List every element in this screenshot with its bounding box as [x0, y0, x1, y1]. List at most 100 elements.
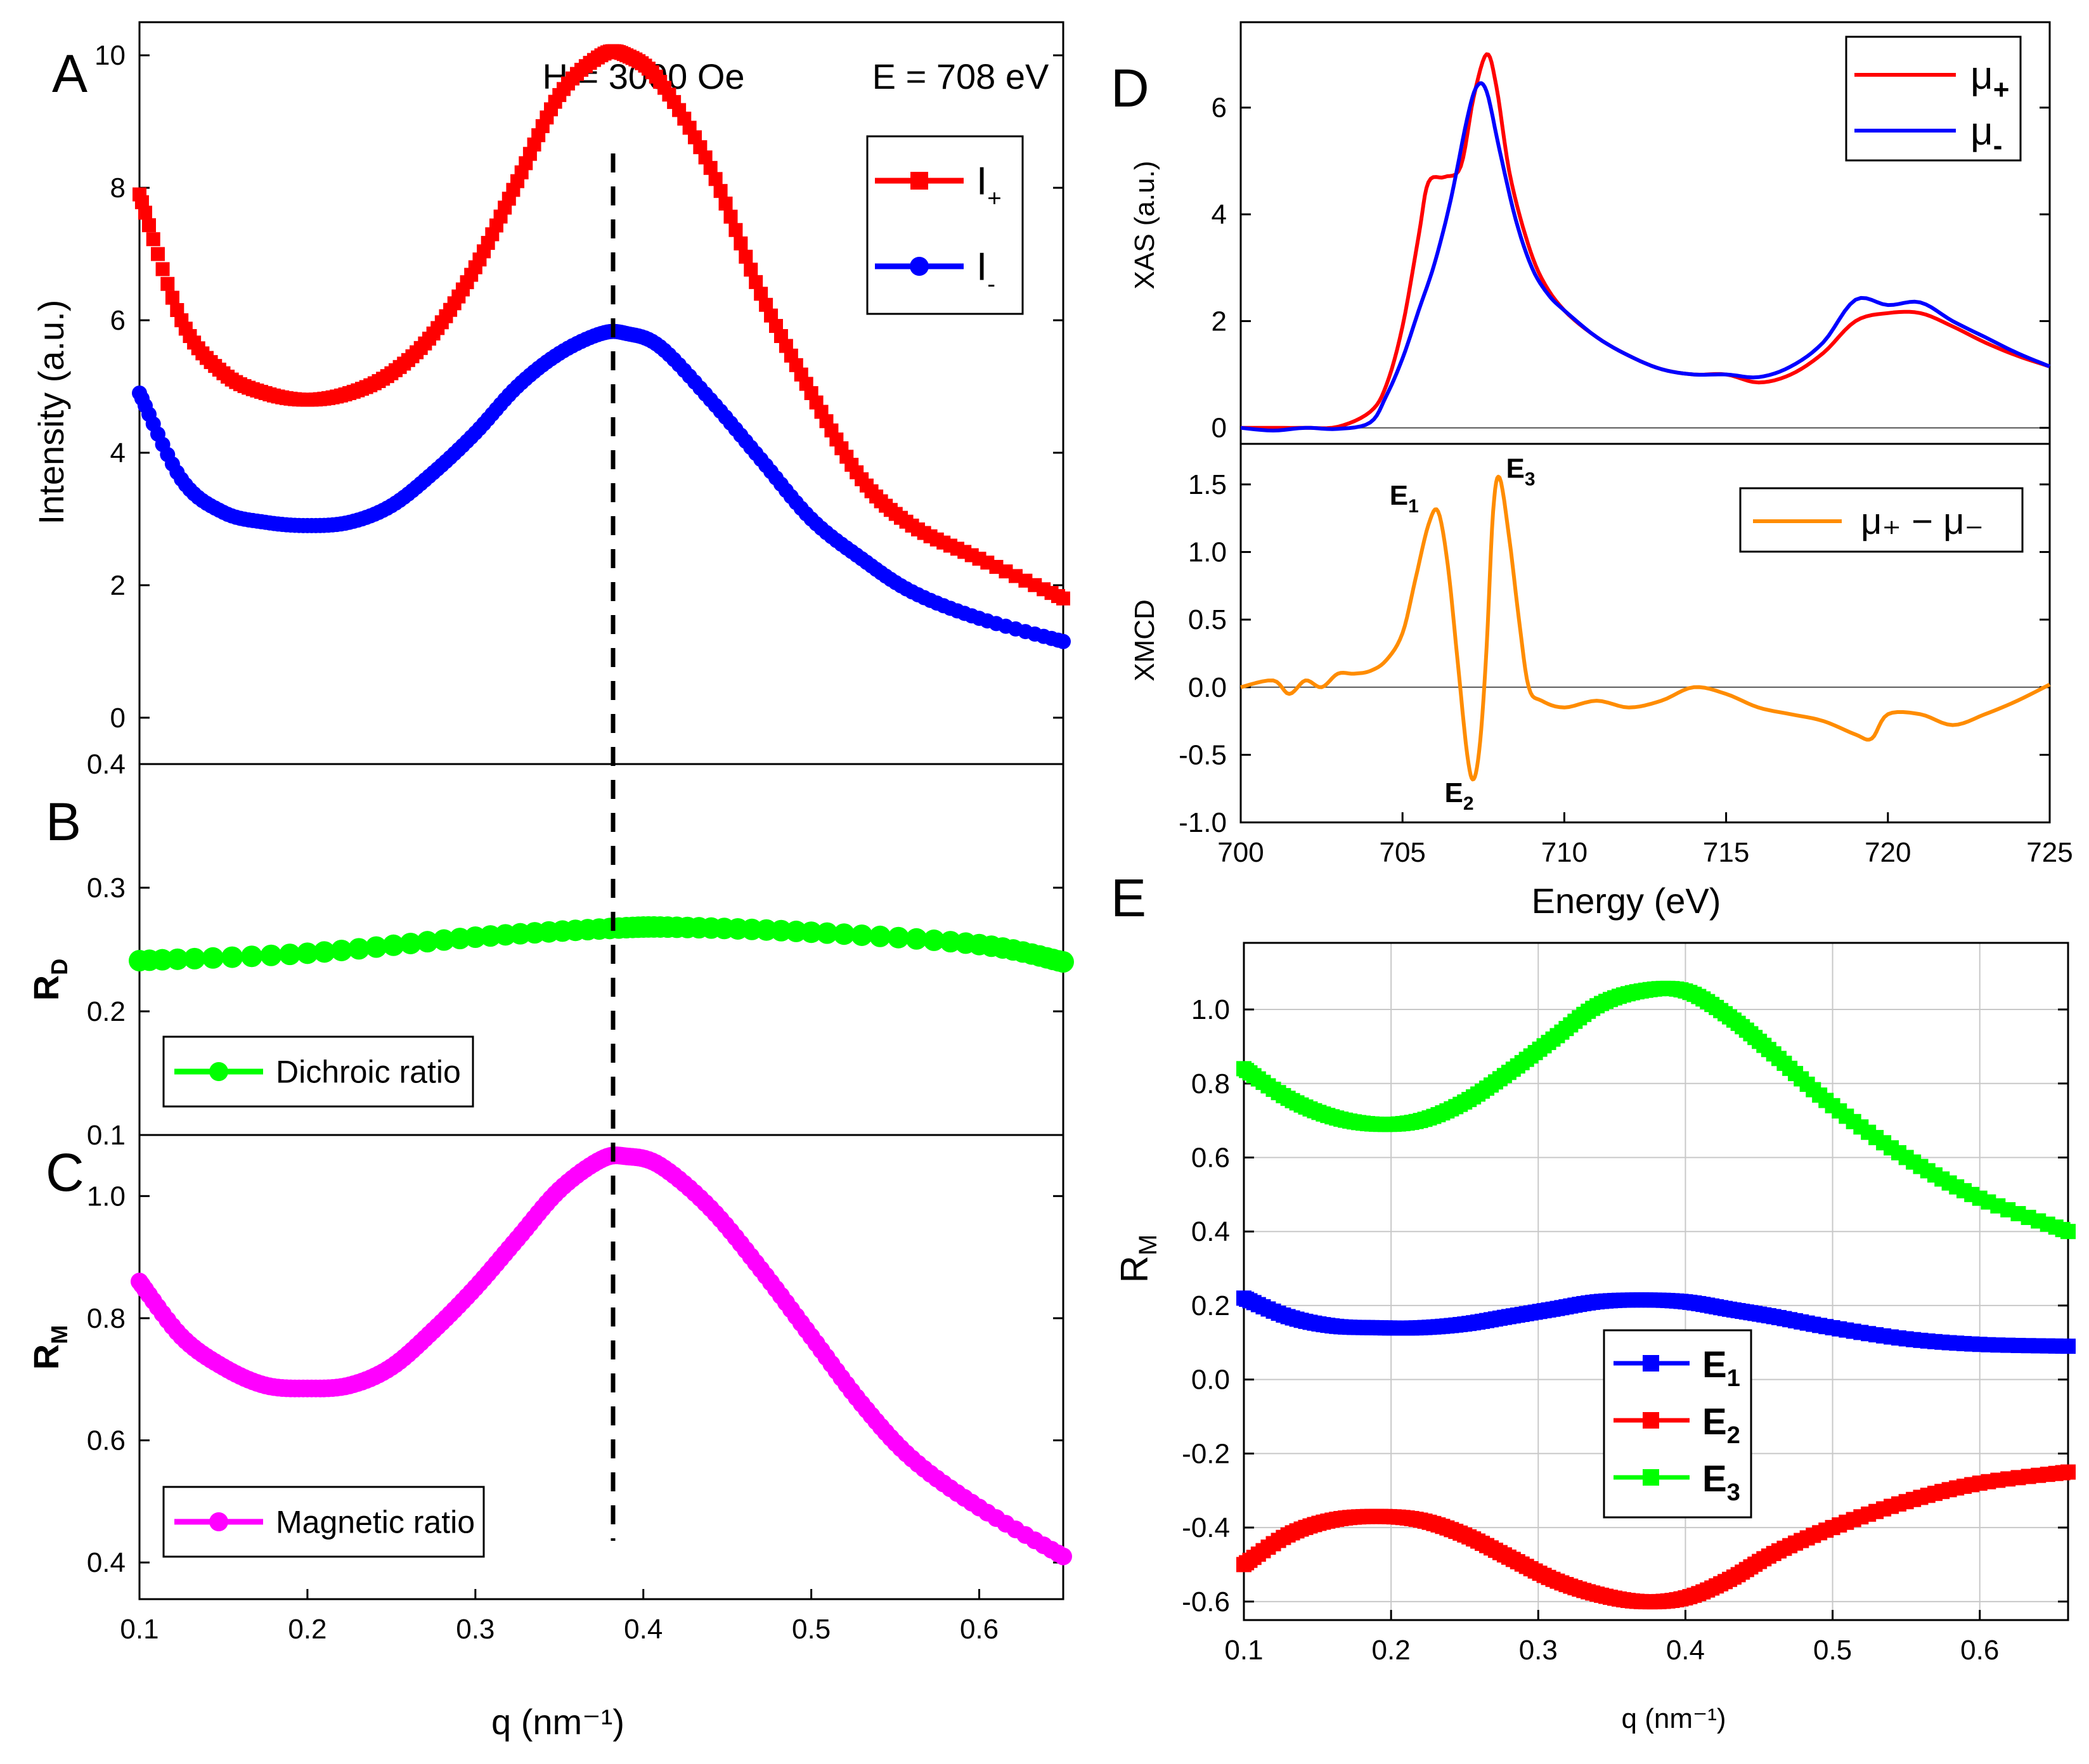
- y-tick-label: 8: [110, 172, 126, 204]
- series-mu-plus: [1241, 52, 2050, 431]
- y-tick-label: 2: [110, 570, 126, 601]
- legend-b-dichroic-label: Dichroic ratio: [276, 1054, 461, 1090]
- y-tick-label: 4: [1212, 199, 1227, 230]
- data-point: [449, 928, 471, 950]
- y-tick-label: 0.2: [1191, 1290, 1230, 1321]
- data-point: [759, 297, 773, 312]
- data-point: [723, 209, 738, 224]
- series-i-plus: [133, 44, 1070, 606]
- legend-c-magnetic-label: Magnetic ratio: [276, 1505, 475, 1540]
- legend-e-item-3: E3: [1614, 1458, 1740, 1506]
- legend-d-top-item: μ-: [1854, 110, 2002, 161]
- panel-label-d: D: [1111, 58, 1149, 118]
- data-point: [749, 275, 763, 289]
- legend-d-top-label-main: μ: [1970, 110, 1993, 153]
- data-point: [142, 218, 157, 233]
- data-point: [241, 945, 263, 968]
- y-tick-label: 0.0: [1191, 1365, 1230, 1396]
- x-tick-label: 0.6: [1960, 1635, 1999, 1666]
- data-point: [167, 948, 189, 970]
- x-tick-label: 0.1: [120, 1614, 158, 1645]
- svg-text:RM: RM: [26, 1325, 72, 1370]
- y-tick-label: 10: [94, 40, 126, 71]
- ylabel-d-bottom: XMCD: [1129, 599, 1160, 682]
- legend-d-top: [1845, 36, 2022, 162]
- ylabel-b-main: R: [26, 975, 66, 1001]
- data-point: [150, 247, 165, 261]
- legend-b-dichroic-label-main: Dichroic ratio: [276, 1054, 461, 1090]
- legend-e-item-1: E1: [1614, 1344, 1740, 1392]
- y-tick-label: -0.5: [1179, 739, 1227, 770]
- y-tick-label: 6: [1212, 93, 1227, 124]
- y-tick-label: 0.8: [87, 1303, 126, 1334]
- y-tick-label: 0.4: [87, 749, 126, 780]
- y-tick-label: 0.2: [87, 996, 126, 1027]
- legend-c-magnetic: Magnetic ratio: [174, 1505, 475, 1540]
- data-point: [313, 941, 335, 963]
- ylabel-d-top: XAS (a.u.): [1129, 161, 1160, 290]
- legend-a-i-plus: I+: [875, 160, 1002, 212]
- x-tick-label: 0.3: [1519, 1635, 1558, 1666]
- data-point: [183, 947, 205, 970]
- y-tick-label: 0.4: [87, 1547, 126, 1578]
- data-point: [734, 236, 748, 250]
- y-tick-label: 0.0: [1188, 672, 1227, 703]
- series-e2: [1236, 1464, 2076, 1610]
- annotation-e2: E2: [1445, 777, 1474, 814]
- data-point: [279, 944, 301, 966]
- data-point: [146, 232, 160, 247]
- y-tick-label: 2: [1212, 306, 1227, 337]
- data-point: [433, 929, 455, 951]
- legend-a-i-plus-label: I+: [976, 160, 1002, 212]
- legend-a-i-plus-label-sub: +: [987, 185, 1001, 212]
- x-tick-label: 0.5: [792, 1614, 831, 1645]
- legend-d-top-item: μ+: [1854, 54, 2009, 105]
- legend-b-dichroic: Dichroic ratio: [174, 1054, 461, 1090]
- legend-e-label-sub: 3: [1727, 1479, 1740, 1506]
- legend-a-i-plus-label-main: I: [976, 160, 987, 204]
- svg-text:RD: RD: [26, 959, 72, 1001]
- data-point: [221, 946, 243, 968]
- legend-d-top-label: μ+: [1970, 54, 2009, 105]
- panel-c-magnetic: 0.4 0.6 0.8 1.0 0.1 0.2 0.3 0.4 0.5 0.6 Magnetic r…: [87, 1134, 1072, 1645]
- legend-c-magnetic-marker: [209, 1512, 228, 1531]
- data-point: [816, 922, 838, 944]
- x-tick-label: 0.4: [1666, 1635, 1705, 1666]
- y-tick-label: 0.4: [1191, 1216, 1230, 1247]
- legend-e-label-main: E: [1702, 1344, 1727, 1385]
- panel-e-rm: -0.6 -0.4 -0.2 0.0 0.2 0.4 0.6 0.8 1.0 0.1 0.2 0.3 0…: [1182, 942, 2076, 1666]
- y-tick-label: 1.0: [1191, 994, 1230, 1025]
- y-tick-label: -0.4: [1182, 1512, 1230, 1543]
- data-point: [698, 150, 713, 165]
- legend-e-marker: [1643, 1355, 1659, 1372]
- data-point: [713, 184, 728, 198]
- data-point: [2060, 1224, 2076, 1240]
- x-tick-label: 720: [1865, 837, 1911, 868]
- x-tick-label: 705: [1379, 837, 1425, 868]
- y-tick-label: 4: [110, 438, 126, 469]
- annotation-main: E: [1506, 453, 1525, 484]
- y-tick-label: 6: [110, 305, 126, 336]
- legend-a: [866, 135, 1024, 315]
- y-tick-label: 0.5: [1188, 604, 1227, 635]
- legend-e-label-main: E: [1702, 1458, 1727, 1500]
- data-point: [2060, 1464, 2076, 1480]
- legend-c-magnetic-label-main: Magnetic ratio: [276, 1505, 475, 1540]
- x-tick-label: 0.2: [288, 1614, 327, 1645]
- series-mu-minus: [1240, 81, 2051, 432]
- panel-label-c: C: [46, 1143, 84, 1202]
- data-point: [1056, 633, 1071, 649]
- data-point: [165, 290, 179, 305]
- x-tick-label: 0.5: [1813, 1635, 1852, 1666]
- legend-b-dichroic-marker: [209, 1062, 228, 1081]
- data-point: [160, 276, 175, 291]
- xlabel-c: q (nm⁻¹): [491, 1702, 624, 1742]
- data-point: [138, 205, 153, 220]
- legend-a-i-minus-marker: [910, 257, 929, 276]
- panel-b-dichroic: 0.1 0.2 0.3 0.4 Dichroic ratio: [87, 749, 1074, 1151]
- x-tick-label: 0.6: [960, 1614, 999, 1645]
- ylabel-b: RD: [26, 959, 72, 1001]
- data-point: [718, 197, 733, 211]
